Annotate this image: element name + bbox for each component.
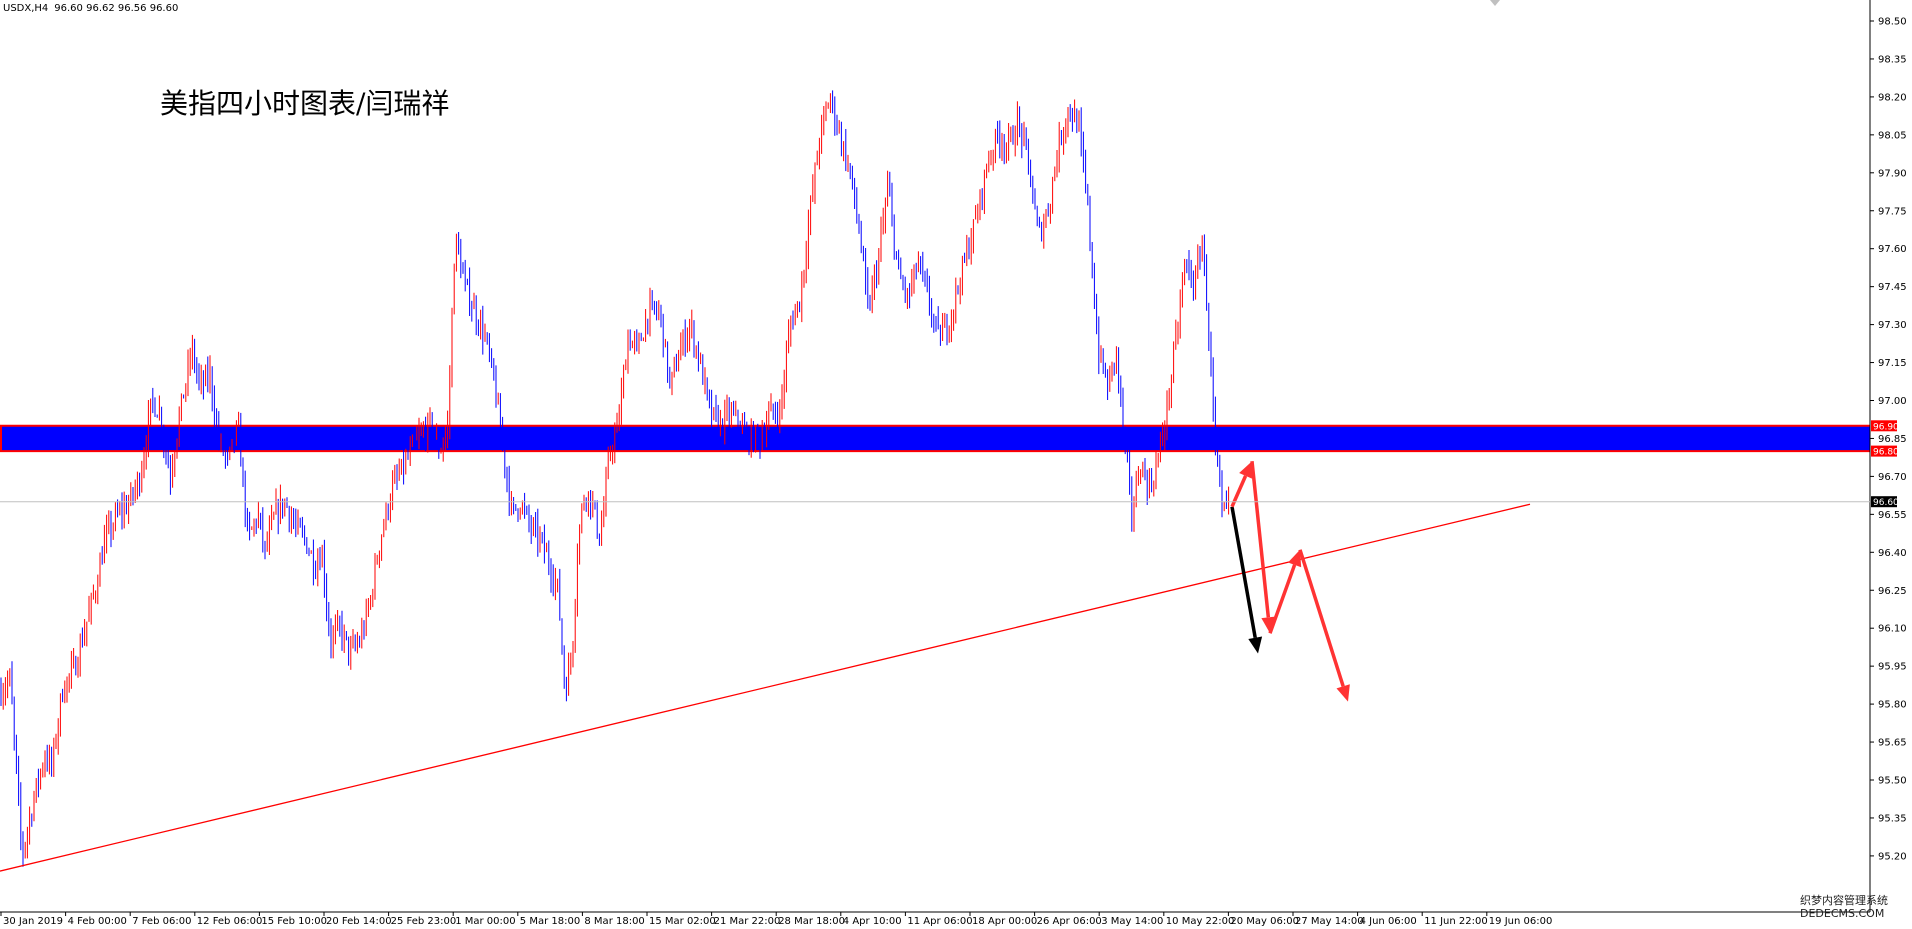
y-tick-label: 96.85: [1878, 434, 1907, 445]
y-tick-label: 96.25: [1878, 586, 1907, 597]
x-tick-label: 7 Feb 06:00: [132, 916, 191, 927]
arrow-segment: [1250, 461, 1271, 618]
x-tick-label: 4 Jun 06:00: [1360, 916, 1417, 927]
y-tick-label: 98.50: [1878, 17, 1907, 28]
zone-top-price-tag: 96.90: [1873, 422, 1899, 432]
header-symbol: USDX,H4: [3, 3, 48, 14]
x-tick-label: 8 Mar 18:00: [584, 916, 644, 927]
scroll-marker-icon[interactable]: [1490, 0, 1500, 6]
zone-bottom-price-tag: 96.80: [1873, 448, 1899, 458]
x-tick-label: 1 Mar 00:00: [455, 916, 515, 927]
y-tick-label: 95.20: [1878, 851, 1907, 862]
watermark-line1: 织梦内容管理系统: [1800, 893, 1888, 907]
current-price-tag: 96.60: [1873, 498, 1899, 508]
x-tick-label: 15 Mar 02:00: [649, 916, 716, 927]
y-tick-label: 95.65: [1878, 738, 1907, 749]
x-tick-label: 19 Jun 06:00: [1489, 916, 1553, 927]
x-tick-label: 18 Apr 00:00: [972, 916, 1037, 927]
y-tick-label: 95.50: [1878, 776, 1907, 787]
arrow-head: [1336, 684, 1350, 702]
y-tick-label: 97.00: [1878, 396, 1907, 407]
watermark: 织梦内容管理系统 DEDECMS.COM: [1800, 893, 1888, 920]
bearish-black-arrow: [1230, 506, 1263, 654]
y-tick-label: 98.05: [1878, 130, 1907, 141]
x-tick-label: 11 Jun 22:00: [1424, 916, 1488, 927]
x-tick-label: 10 May 22:00: [1166, 916, 1235, 927]
zone-top-price-tag-bg: [1871, 420, 1897, 432]
x-tick-label: 15 Feb 10:00: [261, 916, 327, 927]
y-tick-label: 97.15: [1878, 358, 1907, 369]
y-tick-label: 97.30: [1878, 320, 1907, 331]
chart-title: 美指四小时图表/闫瑞祥: [160, 87, 449, 120]
x-tick-label: 3 May 14:00: [1101, 916, 1163, 927]
y-tick-label: 97.75: [1878, 206, 1907, 217]
arrow-head: [1239, 461, 1252, 479]
zone-bottom-price-tag-bg: [1871, 445, 1897, 457]
y-tick-label: 95.80: [1878, 700, 1907, 711]
x-tick-label: 26 Apr 06:00: [1037, 916, 1102, 927]
x-tick-label: 27 May 14:00: [1295, 916, 1364, 927]
arrow-segment: [1230, 506, 1257, 639]
arrow-head: [1261, 616, 1276, 634]
y-tick-label: 98.20: [1878, 92, 1907, 103]
ascending-trendline: [0, 503, 1531, 872]
x-tick-label: 4 Feb 00:00: [68, 916, 127, 927]
chart-header: USDX,H4 96.60 96.62 96.56 96.60: [3, 3, 178, 14]
y-tick-label: 95.95: [1878, 662, 1907, 673]
current-price-tag-bg: [1871, 496, 1897, 508]
x-tick-label: 12 Feb 06:00: [197, 916, 263, 927]
y-tick-label: 96.55: [1878, 510, 1907, 521]
y-tick-label: 97.45: [1878, 282, 1907, 293]
arrow-head: [1248, 636, 1263, 654]
arrow-segment: [1268, 564, 1297, 634]
support-zone: [0, 425, 1870, 452]
y-tick-label: 95.35: [1878, 813, 1907, 824]
y-tick-label: 98.35: [1878, 54, 1907, 65]
x-tick-label: 4 Apr 10:00: [843, 916, 902, 927]
x-tick-label: 5 Mar 18:00: [520, 916, 580, 927]
x-tick-label: 28 Mar 18:00: [778, 916, 845, 927]
arrow-head: [1288, 549, 1302, 568]
x-tick-label: 20 Feb 14:00: [326, 916, 392, 927]
y-tick-label: 97.60: [1878, 244, 1907, 255]
x-tick-label: 11 Apr 06:00: [907, 916, 972, 927]
x-tick-label: 25 Feb 23:00: [391, 916, 457, 927]
y-tick-label: 97.90: [1878, 168, 1907, 179]
y-tick-label: 96.40: [1878, 548, 1907, 559]
y-tick-label: 96.70: [1878, 472, 1907, 483]
header-ohlc: 96.60 96.62 96.56 96.60: [54, 3, 178, 14]
y-tick-label: 96.10: [1878, 624, 1907, 635]
x-tick-label: 30 Jan 2019: [3, 916, 63, 927]
arrow-segment: [1298, 549, 1345, 687]
x-tick-label: 20 May 06:00: [1230, 916, 1299, 927]
watermark-line2: DEDECMS.COM: [1800, 907, 1884, 920]
x-tick-label: 21 Mar 22:00: [714, 916, 781, 927]
